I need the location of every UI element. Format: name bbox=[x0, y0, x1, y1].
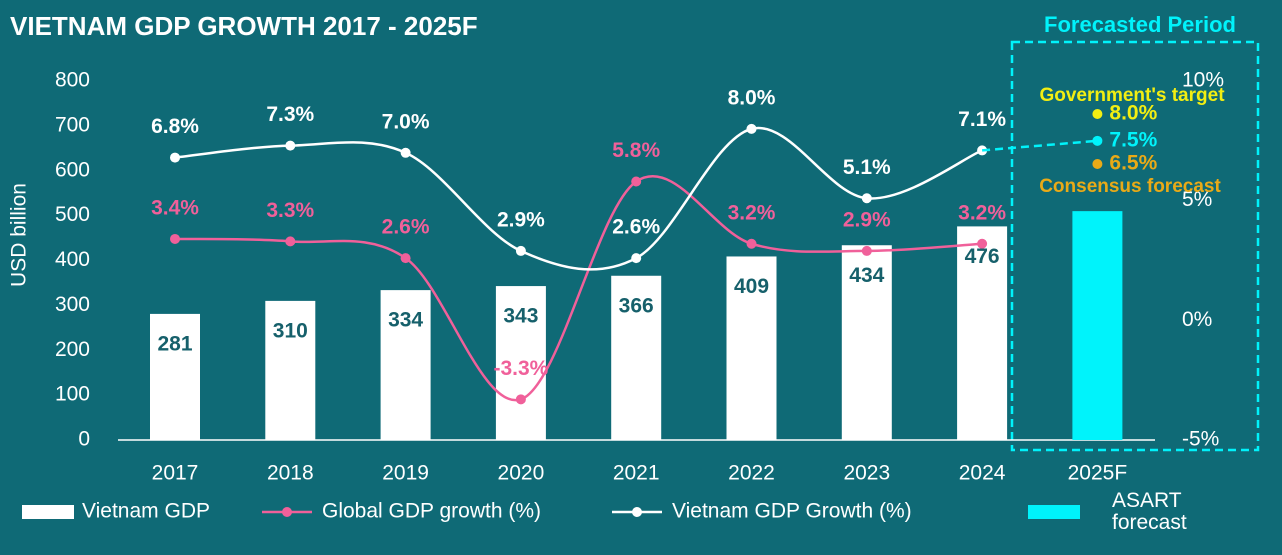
bar-value-label: 334 bbox=[388, 309, 423, 332]
forecast-annotation: Consensus forecast bbox=[1039, 176, 1221, 197]
line-value-label: -3.3% bbox=[493, 357, 548, 380]
line-value-label: 7.3% bbox=[266, 103, 314, 126]
line-point bbox=[515, 245, 526, 256]
forecast-value-label: 7.5% bbox=[1109, 128, 1157, 151]
line-value-label: 6.8% bbox=[151, 115, 199, 138]
line-point bbox=[170, 152, 180, 163]
chart-title: VIETNAM GDP GROWTH 2017 - 2025F bbox=[10, 11, 478, 41]
x-tick-label: 2023 bbox=[843, 462, 890, 485]
y2-tick-label: 0% bbox=[1182, 308, 1212, 331]
legend-swatch bbox=[22, 505, 74, 519]
line-value-label: 3.2% bbox=[728, 201, 776, 224]
y-tick-label: 0 bbox=[78, 428, 90, 451]
x-tick-label: 2017 bbox=[152, 462, 199, 485]
x-tick-label: 2018 bbox=[267, 462, 314, 485]
forecast-line bbox=[981, 139, 1098, 152]
legend-swatch bbox=[632, 507, 642, 517]
x-tick-label: 2021 bbox=[613, 462, 660, 485]
line-value-label: 2.9% bbox=[843, 208, 891, 231]
y-tick-label: 600 bbox=[55, 158, 90, 181]
bar-value-label: 281 bbox=[157, 332, 192, 355]
y-tick-label: 500 bbox=[55, 203, 90, 226]
legend-label: ASART forecast bbox=[1112, 489, 1187, 534]
bar-value-label: 409 bbox=[734, 275, 769, 298]
y2-tick-label: 10% bbox=[1182, 69, 1224, 92]
x-tick-label: 2024 bbox=[959, 462, 1006, 485]
y-tick-label: 700 bbox=[55, 113, 90, 136]
legend-label: Vietnam GDP Growth (%) bbox=[672, 500, 912, 523]
y-tick-label: 100 bbox=[55, 383, 90, 406]
line-point bbox=[631, 253, 642, 264]
bar bbox=[611, 275, 662, 440]
bar-value-label: 366 bbox=[619, 294, 654, 317]
line-point bbox=[746, 238, 757, 249]
forecast-annotation: Government's target bbox=[1039, 85, 1225, 106]
bar bbox=[265, 300, 316, 440]
line-point bbox=[746, 123, 757, 134]
line-value-label: 2.6% bbox=[382, 216, 430, 239]
line-value-label: 5.1% bbox=[843, 156, 891, 179]
line-value-label: 3.4% bbox=[151, 197, 199, 220]
bar-value-label: 343 bbox=[503, 305, 538, 328]
bar bbox=[726, 256, 777, 440]
line-point bbox=[861, 193, 872, 204]
x-tick-label: 2022 bbox=[728, 462, 775, 485]
bar bbox=[150, 313, 200, 440]
x-tick-label: 2020 bbox=[498, 462, 545, 485]
line-point bbox=[977, 238, 988, 249]
line-point bbox=[515, 394, 526, 405]
legend-label: Global GDP growth (%) bbox=[322, 500, 541, 523]
line-value-label: 2.6% bbox=[612, 216, 660, 239]
line bbox=[174, 174, 983, 402]
line-point bbox=[400, 253, 411, 264]
line-value-label: 3.3% bbox=[266, 199, 314, 222]
line-value-label: 7.0% bbox=[382, 110, 430, 133]
forecast-box bbox=[1010, 40, 1260, 452]
line-point bbox=[631, 176, 642, 187]
line bbox=[174, 126, 983, 271]
legend-swatch bbox=[1028, 505, 1080, 519]
line-point bbox=[400, 147, 411, 158]
line-point bbox=[861, 245, 872, 256]
y-tick-label: 400 bbox=[55, 248, 90, 271]
forecast-value-label: 8.0% bbox=[1109, 102, 1157, 125]
line-value-label: 7.1% bbox=[958, 108, 1006, 131]
legend-label: Vietnam GDP bbox=[82, 500, 210, 523]
line-value-label: 3.2% bbox=[958, 201, 1006, 224]
line-value-label: 5.8% bbox=[612, 139, 660, 162]
bar bbox=[380, 290, 431, 440]
bar bbox=[841, 245, 892, 440]
bar-value-label: 310 bbox=[273, 319, 308, 342]
bar bbox=[957, 226, 1008, 440]
line-value-label: 2.9% bbox=[497, 208, 545, 231]
forecast-point bbox=[1092, 159, 1103, 169]
line-value-label: 8.0% bbox=[728, 86, 776, 109]
legend-swatch bbox=[282, 507, 292, 517]
line-point bbox=[285, 236, 296, 247]
y-tick-label: 800 bbox=[55, 69, 90, 92]
x-tick-label: 2019 bbox=[382, 462, 429, 485]
bar bbox=[495, 286, 546, 440]
forecast-point bbox=[1092, 109, 1103, 119]
y-tick-label: 200 bbox=[55, 338, 90, 361]
y2-tick-label: -5% bbox=[1182, 428, 1219, 451]
bar-value-label: 434 bbox=[849, 264, 884, 287]
bar bbox=[1072, 211, 1123, 440]
x-tick-label: 2025F bbox=[1068, 462, 1128, 485]
forecast-period-label: Forecasted Period bbox=[1044, 12, 1236, 37]
y-axis-label: USD billion bbox=[8, 183, 31, 287]
forecast-point bbox=[1092, 135, 1103, 146]
line-point bbox=[285, 140, 296, 151]
bar-value-label: 476 bbox=[965, 245, 1000, 268]
line-point bbox=[170, 233, 180, 244]
forecast-value-label: 6.5% bbox=[1109, 152, 1157, 175]
y2-tick-label: 5% bbox=[1182, 188, 1212, 211]
y-tick-label: 300 bbox=[55, 293, 90, 316]
